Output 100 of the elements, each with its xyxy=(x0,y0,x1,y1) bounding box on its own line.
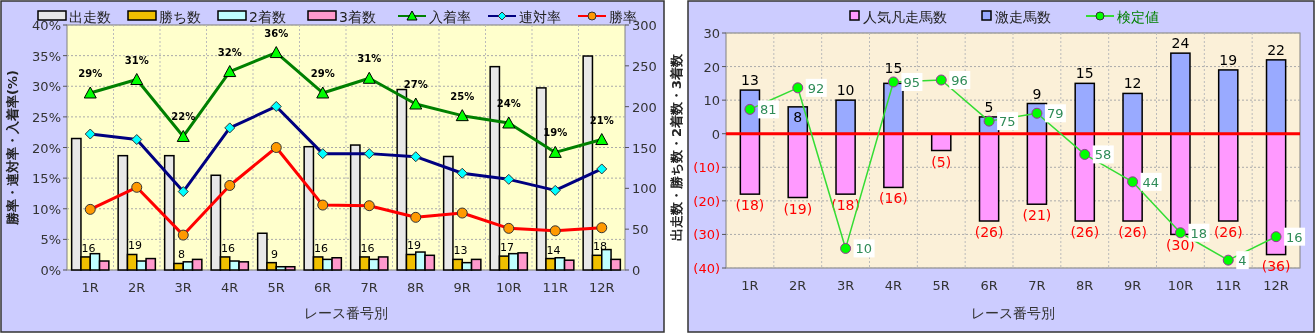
x-tick-label: 6R xyxy=(314,280,332,295)
y-tick-label: 0% xyxy=(40,263,61,278)
x-tick-label: 11R xyxy=(1215,278,1242,293)
y2-tick-label: 100 xyxy=(632,181,657,197)
y-tick-label: 20 xyxy=(703,59,720,75)
data-label: 13 xyxy=(741,72,759,89)
x-tick-label: 2R xyxy=(128,280,146,295)
y-axis-title: 勝率・連対率・入着率(%) xyxy=(5,70,20,226)
x-tick-label: 4R xyxy=(221,280,239,295)
x-tick-label: 4R xyxy=(884,278,903,293)
data-label: 16 xyxy=(360,241,375,255)
bar xyxy=(978,132,1000,222)
x-tick-label: 11R xyxy=(542,280,569,295)
y2-tick-label: 150 xyxy=(632,140,657,156)
data-label: 25% xyxy=(450,90,475,102)
y-tick-label: 5% xyxy=(40,232,61,248)
x-tick-label: 1R xyxy=(81,280,99,295)
data-label: 16 xyxy=(81,241,96,255)
data-label: 17 xyxy=(500,241,515,255)
data-label: (16) xyxy=(879,190,908,207)
data-label: (21) xyxy=(1022,207,1052,224)
bar xyxy=(1217,132,1239,222)
y-tick-label: (20) xyxy=(693,193,720,209)
data-label: 22% xyxy=(171,111,196,123)
legend-label: 連対率 xyxy=(519,9,561,25)
x-tick-label: 3R xyxy=(836,278,855,293)
data-label: 18 xyxy=(1190,225,1207,241)
y2-tick-label: 250 xyxy=(632,58,657,74)
data-label: 10 xyxy=(836,82,855,99)
x-tick-label: 8R xyxy=(1076,278,1094,293)
legend-label: 勝ち数 xyxy=(159,9,201,25)
data-label: 15 xyxy=(884,59,903,76)
bar xyxy=(883,132,904,189)
data-label: 9 xyxy=(1032,85,1042,102)
x-axis-title: レース番号別 xyxy=(971,305,1055,321)
data-label: 16 xyxy=(314,241,329,255)
y-tick-label: (40) xyxy=(693,261,720,276)
y-tick-label: 20% xyxy=(32,140,61,156)
data-label: (5) xyxy=(931,153,952,170)
data-label: 95 xyxy=(903,74,920,90)
data-label: (26) xyxy=(1213,224,1243,240)
x-tick-label: 7R xyxy=(360,280,378,295)
bar xyxy=(787,132,809,199)
y-tick-label: 15% xyxy=(32,171,61,187)
x-axis-title: レース番号別 xyxy=(304,305,388,321)
bar xyxy=(835,132,856,195)
data-label: 12 xyxy=(1123,75,1142,92)
data-label: 79 xyxy=(1046,106,1064,122)
y-tick-label: 25% xyxy=(32,109,61,125)
y-tick-label: 30 xyxy=(703,26,720,41)
data-label: 19 xyxy=(1219,51,1238,68)
x-tick-label: 8R xyxy=(407,280,425,295)
bar xyxy=(1122,92,1143,135)
data-label: 22 xyxy=(1267,41,1285,58)
data-label: 31% xyxy=(124,54,149,66)
data-label: 81 xyxy=(759,102,777,118)
bar xyxy=(739,132,761,195)
legend-label: 入着率 xyxy=(429,9,471,25)
data-label: 4 xyxy=(1238,253,1247,269)
data-label: (26) xyxy=(974,224,1004,240)
y2-tick-label: 200 xyxy=(632,99,657,115)
data-label: (36) xyxy=(1261,257,1291,274)
data-label: 10 xyxy=(855,241,873,257)
bar xyxy=(1026,132,1048,205)
bar xyxy=(835,99,856,135)
x-tick-label: 10R xyxy=(495,280,522,295)
y2-tick-label: 0 xyxy=(632,263,641,278)
data-label: (26) xyxy=(1070,224,1100,240)
data-label: 36% xyxy=(264,27,289,39)
y-tick-label: 40% xyxy=(32,18,61,33)
y2-tick-label: 50 xyxy=(632,222,649,238)
data-label: 24 xyxy=(1171,35,1190,52)
y-tick-label: (10) xyxy=(693,160,720,176)
data-label: 29% xyxy=(310,67,335,79)
x-tick-label: 5R xyxy=(932,278,950,293)
x-tick-label: 9R xyxy=(453,280,471,295)
data-label: 19 xyxy=(407,239,422,253)
bar xyxy=(1170,52,1191,135)
legend-label: 人気凡走馬数 xyxy=(863,9,947,25)
legend-label: 3着数 xyxy=(339,9,376,25)
x-tick-label: 1R xyxy=(741,278,759,293)
data-label: (26) xyxy=(1118,224,1147,240)
data-label: 96 xyxy=(951,73,968,88)
y-tick-label: 10 xyxy=(703,93,720,109)
data-label: (19) xyxy=(783,200,813,217)
legend-label: 激走馬数 xyxy=(995,9,1051,25)
y-tick-label: 30% xyxy=(32,79,61,95)
data-label: 8 xyxy=(793,108,803,125)
data-label: 16 xyxy=(221,241,236,255)
y-tick-label: 10% xyxy=(32,201,61,217)
y2-axis-title: 出走数・勝ち数・2着数・3着数 xyxy=(669,52,684,242)
data-label: 14 xyxy=(546,243,561,257)
x-tick-label: 9R xyxy=(1123,278,1142,293)
x-tick-label: 10R xyxy=(1167,278,1194,293)
y-tick-label: 35% xyxy=(32,48,61,64)
data-label: (18) xyxy=(735,197,765,214)
data-label: 16 xyxy=(1286,229,1303,245)
data-label: 92 xyxy=(807,80,825,96)
bar xyxy=(930,132,952,152)
legend-label: 出走数 xyxy=(69,9,111,25)
